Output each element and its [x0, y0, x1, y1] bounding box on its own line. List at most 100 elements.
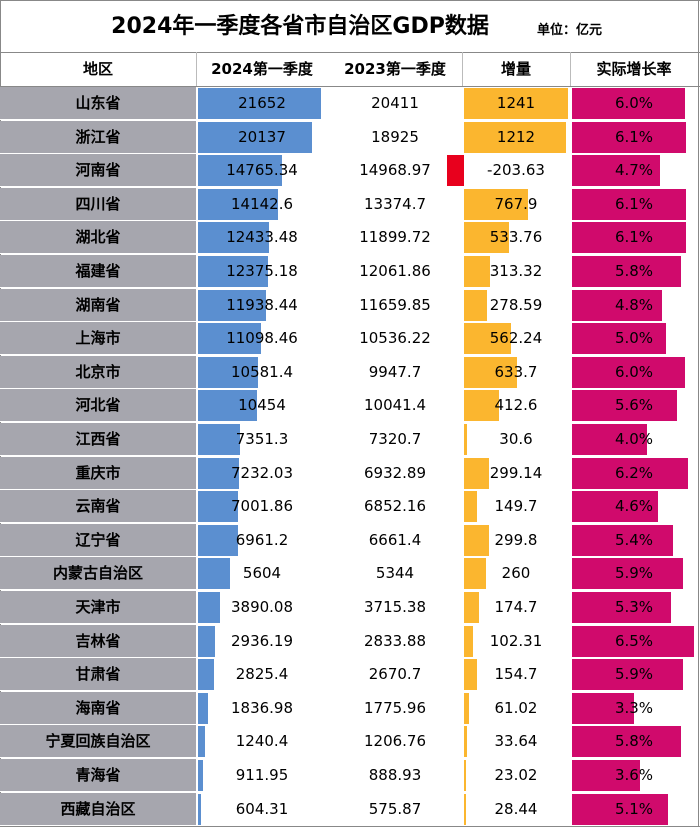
rate-bar: [572, 524, 674, 556]
q2024-bar: [198, 390, 258, 422]
rate-bar: [572, 188, 687, 220]
increase-value: 28.44: [494, 799, 538, 818]
q2024-bar: [198, 222, 269, 254]
region-cell: 四川省: [0, 187, 196, 221]
q2024-value: 10581.4: [230, 362, 294, 381]
table-row: 河南省 14765.34 14968.97 -203.63 4.7%: [0, 154, 700, 188]
rate-bar: [572, 457, 689, 489]
region-cell: 吉林省: [0, 624, 196, 658]
region-cell: 宁夏回族自治区: [0, 725, 196, 759]
rate-value: 6.2%: [614, 463, 654, 482]
rate-value: 5.8%: [614, 262, 654, 280]
q2024-bar: [198, 457, 240, 489]
rate-bar: [572, 323, 666, 355]
rate-value: 4.0%: [614, 430, 654, 448]
rate-bar: [572, 760, 640, 791]
rate-value: 6.1%: [614, 194, 654, 213]
region-cell: 福建省: [0, 255, 196, 288]
table-row: 四川省 14142.6 13374.7 767.9 6.1%: [0, 187, 700, 221]
rate-value: 5.0%: [614, 329, 654, 348]
table-row: 吉林省 2936.19 2833.88 102.31 6.5%: [0, 624, 700, 658]
increase-value: 174.7: [494, 598, 538, 616]
q2024-value: 1836.98: [230, 698, 294, 717]
table-row: 甘肃省 2825.4 2670.7 154.7 5.9%: [0, 658, 700, 692]
table-row: 上海市 11098.46 10536.22 562.24 5.0%: [0, 322, 700, 356]
q2024-bar: [198, 356, 259, 388]
q2024-bar: [198, 625, 215, 657]
increase-bar: [464, 390, 499, 422]
region-cell: 内蒙古自治区: [0, 557, 196, 591]
increase-value: 299.8: [494, 530, 538, 549]
increase-value: -203.63: [487, 161, 545, 180]
q2024-value: 12433.48: [226, 228, 298, 247]
increase-bar: [464, 558, 486, 590]
increase-value: 102.31: [489, 631, 543, 650]
increase-value: 633.7: [494, 362, 538, 381]
q2023-value: 18925: [371, 127, 419, 146]
increase-bar: [464, 659, 477, 691]
increase-bar: [464, 760, 466, 791]
header-divider: [196, 52, 197, 86]
increase-value: 299.14: [489, 463, 543, 482]
q2023-value: 1775.96: [363, 698, 427, 717]
increase-bar: [464, 356, 518, 388]
q2024-bar: [198, 491, 238, 523]
rate-value: 5.3%: [614, 598, 654, 616]
region-cell: 海南省: [0, 691, 196, 725]
table-row: 湖南省 11938.44 11659.85 278.59 4.8%: [0, 288, 700, 322]
title-row: 2024年一季度各省市自治区GDP数据 单位：亿元: [0, 0, 700, 52]
q2023-value: 3715.38: [363, 598, 427, 616]
q2024-value: 5604: [242, 564, 282, 583]
q2024-bar: [198, 155, 282, 187]
header-q2023: 2023第一季度: [344, 60, 446, 78]
increase-value: 313.32: [489, 262, 543, 280]
rate-bar: [572, 390, 678, 422]
chart-title: 2024年一季度各省市自治区GDP数据: [111, 14, 489, 39]
rate-bar: [572, 625, 694, 657]
q2023-value: 13374.7: [363, 194, 427, 213]
q2024-value: 3890.08: [230, 598, 294, 616]
increase-bar: [464, 592, 479, 623]
q2024-value: 911.95: [235, 766, 289, 784]
header-bottom-line: [0, 86, 700, 87]
q2024-value: 2936.19: [230, 631, 294, 650]
q2023-value: 5344: [375, 564, 415, 583]
rate-value: 6.5%: [614, 631, 654, 650]
table-row: 湖北省 12433.48 11899.72 533.76 6.1%: [0, 221, 700, 255]
increase-bar: [464, 692, 470, 724]
rate-value: 5.8%: [614, 732, 654, 751]
increase-value: 23.02: [494, 766, 538, 784]
q2024-value: 21652: [238, 94, 286, 112]
q2024-value: 2825.4: [235, 665, 289, 684]
rate-bar: [572, 256, 681, 287]
header-rate: 实际增长率: [596, 60, 672, 78]
table-row: 宁夏回族自治区 1240.4 1206.76 33.64 5.8%: [0, 725, 700, 759]
region-cell: 北京市: [0, 355, 196, 389]
q2024-value: 10454: [238, 396, 286, 415]
q2023-value: 11659.85: [359, 295, 431, 314]
increase-bar: [464, 323, 512, 355]
region-cell: 重庆市: [0, 456, 196, 490]
q2024-value: 7351.3: [235, 430, 289, 448]
unit-label: 单位：亿元: [537, 23, 603, 38]
region-cell: 山东省: [0, 87, 196, 120]
table-row: 北京市 10581.4 9947.7 633.7 6.0%: [0, 355, 700, 389]
q2024-value: 20137: [238, 127, 286, 146]
table-row: 西藏自治区 604.31 575.87 28.44 5.1%: [0, 792, 700, 826]
region-cell: 辽宁省: [0, 523, 196, 557]
increase-value: 149.7: [494, 497, 538, 516]
rate-value: 6.1%: [614, 127, 654, 146]
increase-bar: [464, 424, 467, 455]
rate-value: 4.7%: [614, 161, 654, 180]
q2024-value: 11098.46: [226, 329, 298, 348]
rate-bar: [572, 88, 685, 119]
q2024-value: 6961.2: [235, 530, 289, 549]
rate-value: 6.0%: [614, 94, 654, 112]
q2023-value: 1206.76: [363, 732, 427, 751]
q2024-value: 12375.18: [226, 262, 298, 280]
increase-value: 33.64: [494, 732, 538, 751]
increase-value: 260: [501, 564, 531, 583]
increase-value: 154.7: [494, 665, 538, 684]
q2024-bar: [198, 558, 230, 590]
q2023-value: 575.87: [368, 799, 422, 818]
